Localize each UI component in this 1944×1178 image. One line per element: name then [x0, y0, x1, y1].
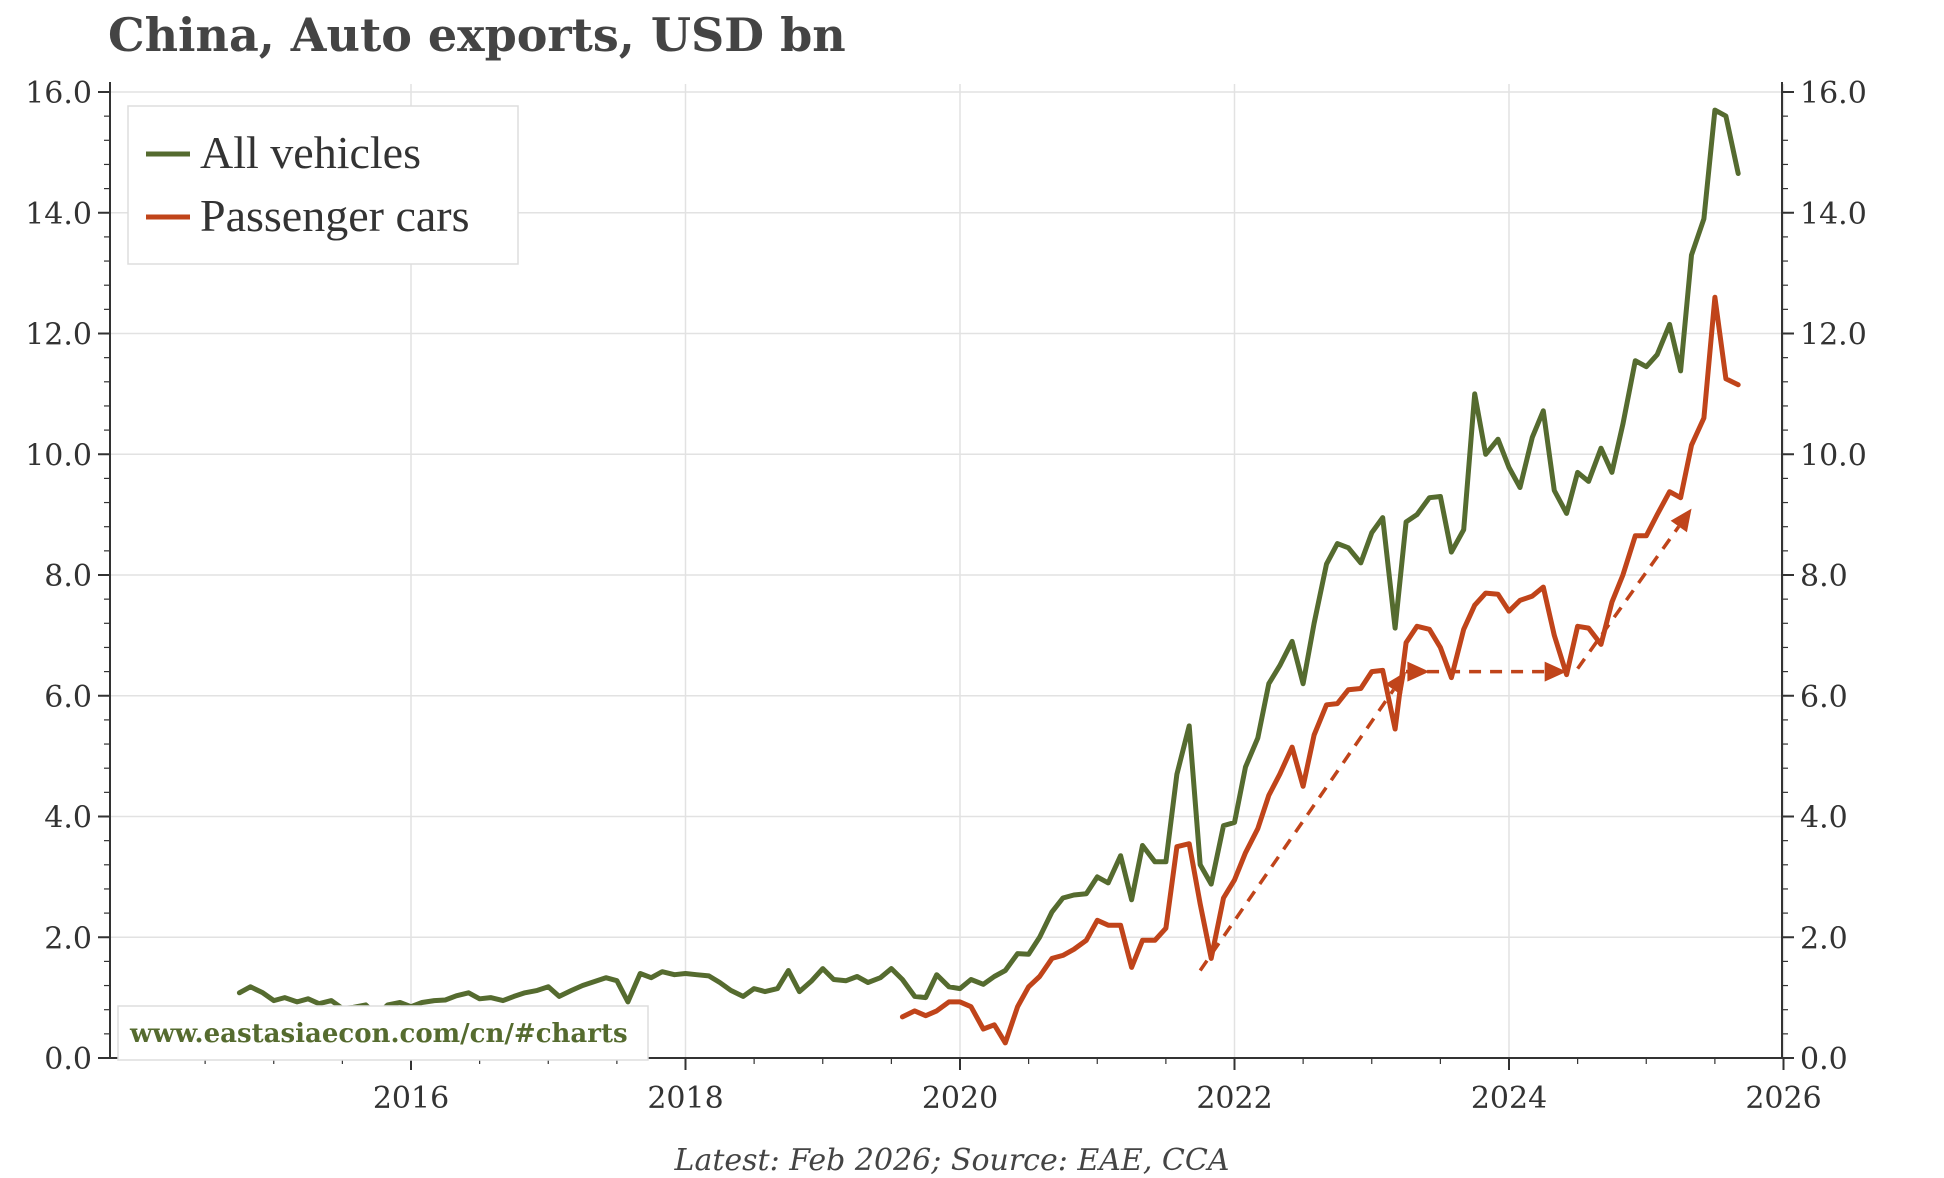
y-tick-label-right: 8.0 [1800, 559, 1848, 594]
y-tick-label-left: 2.0 [44, 921, 92, 956]
series-line-all-vehicles [236, 107, 1741, 1019]
legend-box [127, 105, 519, 265]
y-tick-label-right: 0.0 [1800, 1042, 1848, 1077]
legend-label-all-vehicles: All vehicles [200, 127, 421, 178]
y-tick-label-left: 4.0 [44, 801, 92, 836]
x-tick-label: 2020 [922, 1081, 998, 1116]
series-line-passenger-cars [899, 294, 1741, 1046]
x-tick-label: 2026 [1745, 1081, 1821, 1116]
annotations [1198, 508, 1692, 972]
y-tick-label-left: 16.0 [25, 76, 92, 111]
watermark-rect [117, 1005, 649, 1061]
source-note: Latest: Feb 2026; Source: EAE, CCA [674, 1143, 1230, 1178]
y-tick-label-right: 4.0 [1800, 801, 1848, 836]
y-tick-label-left: 0.0 [44, 1042, 92, 1077]
y-tick-label-left: 14.0 [25, 197, 92, 232]
axes: 0.0 0.0 2.0 2.0 4.0 4.0 6.0 6.0 8.0 8.0 10.0 10.0 12… [25, 76, 1867, 1116]
x-tick-label: 2022 [1196, 1081, 1272, 1116]
y-tick-label-right: 2.0 [1800, 921, 1848, 956]
legend-label-passenger-cars: Passenger cars [200, 190, 470, 241]
annotation-arrowhead [1670, 508, 1692, 533]
y-tick-label-left: 12.0 [25, 318, 92, 353]
x-tick-label: 2024 [1471, 1081, 1547, 1116]
legend: All vehicles Passenger cars [127, 105, 519, 265]
y-tick-label-left: 10.0 [25, 438, 92, 473]
watermark-text: www.eastasiaecon.com/cn/#charts [129, 1019, 628, 1049]
y-tick-label-right: 12.0 [1800, 318, 1867, 353]
x-tick-label: 2016 [373, 1081, 449, 1116]
series [236, 107, 1741, 1046]
y-tick-label-right: 16.0 [1800, 76, 1867, 111]
annotation-dashed-line [1198, 688, 1396, 972]
annotation-arrowhead [1407, 661, 1430, 682]
y-tick-label-left: 8.0 [44, 559, 92, 594]
watermark-box: www.eastasiaecon.com/cn/#charts [117, 1005, 649, 1061]
x-tick-label: 2018 [647, 1081, 723, 1116]
annotation-dashed-line [1576, 525, 1681, 670]
annotation-arrowhead [1544, 661, 1567, 682]
y-tick-label-right: 14.0 [1800, 197, 1867, 232]
chart-title: China, Auto exports, USD bn [108, 8, 846, 62]
y-tick-label-left: 6.0 [44, 680, 92, 715]
y-tick-label-right: 6.0 [1800, 680, 1848, 715]
y-tick-label-right: 10.0 [1800, 438, 1867, 473]
